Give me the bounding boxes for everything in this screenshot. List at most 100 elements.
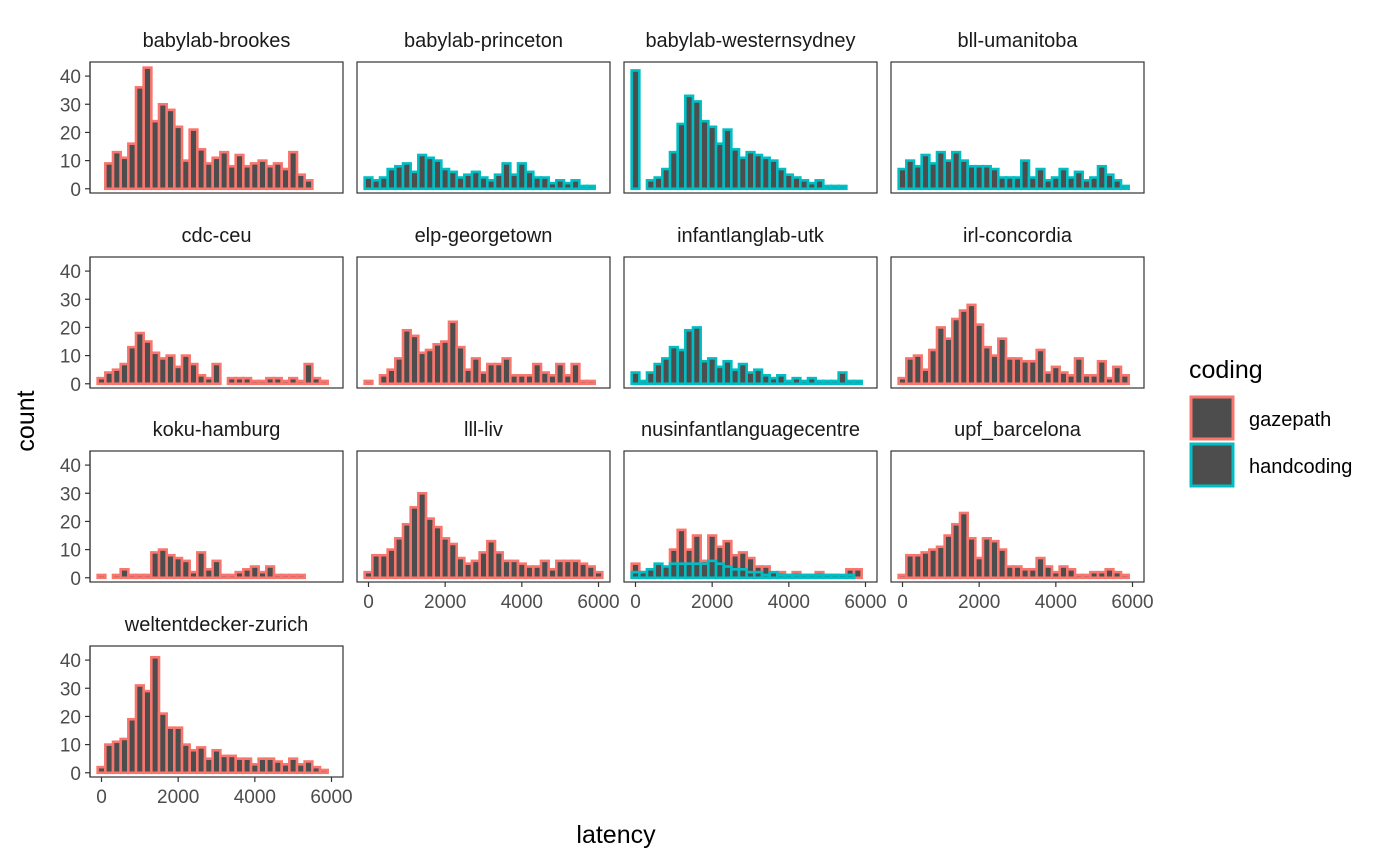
facet-panel: bll-umanitoba [890,30,1145,194]
histogram-bar [1020,159,1031,191]
histogram-bar [211,362,222,386]
x-tick-label: 0 [96,787,107,808]
histogram-bar [188,362,199,386]
histogram-bar [196,551,207,580]
y-axis-title: count [12,390,40,451]
y-tick-label: 0 [70,375,81,396]
legend: coding gazepath handcoding [1189,356,1352,488]
x-tick-label: 4000 [501,592,543,613]
y-tick-label: 0 [70,180,81,201]
x-tick-label: 4000 [768,592,810,613]
y-tick-label: 30 [60,484,81,505]
y-tick-label: 0 [70,569,81,590]
histogram-bar [1119,184,1130,191]
y-tick-label: 20 [60,123,81,144]
legend-title: coding [1189,356,1263,384]
histogram-bar [470,357,481,386]
histogram-bar [691,326,702,386]
histogram-bar [295,573,306,580]
histogram-bar [1066,568,1077,580]
panel-border [356,256,611,389]
histogram-bar [501,357,512,386]
facet-strip-label: babylab-brookes [143,30,291,52]
panel-border [356,61,611,194]
y-tick-label: 10 [60,347,81,368]
panel-border [623,256,878,389]
y-tick-label: 40 [60,67,81,88]
facet-strip-label: babylab-princeton [404,30,563,52]
y-tick-label: 30 [60,95,81,116]
y-tick-label: 20 [60,707,81,728]
histogram-bar [1119,573,1130,580]
panel-border [890,61,1145,194]
histogram-bar [363,379,374,386]
x-axis-title: latency [576,821,656,849]
histogram-bar [852,379,863,386]
facet-panel: upf_barcelona 0 2000 4000 6000 [890,419,1154,613]
facet-panel: lll-liv 0 2000 4000 6000 [356,419,620,613]
legend-label-handcoding: handcoding [1249,456,1352,478]
x-tick-label: 2000 [424,592,466,613]
y-tick-label: 30 [60,679,81,700]
histogram-bar [265,565,276,580]
x-tick-label: 4000 [234,787,276,808]
x-tick-label: 6000 [1111,592,1153,613]
histogram-bar [585,184,596,191]
y-tick-label: 10 [60,541,81,562]
x-tick-label: 6000 [844,592,886,613]
histogram-bar [585,379,596,386]
y-tick-label: 10 [60,152,81,173]
panel-border [356,450,611,583]
y-tick-label: 30 [60,290,81,311]
facet-panel: babylab-princeton [356,30,611,194]
histogram-bar [570,362,581,386]
facet-panel: irl-concordia [890,225,1145,389]
histogram-bar [303,179,314,191]
histogram-bar [593,570,604,580]
facet-strip-label: weltentdecker-zurich [124,614,308,636]
facet-strip-label: upf_barcelona [954,419,1082,441]
facet-panel: koku-hamburg 0 10 20 30 40 [60,419,344,590]
facet-panel: nusinfantlanguagecentre 0 2000 4000 6000 [623,419,887,613]
histogram-bar [455,345,466,386]
y-tick-label: 40 [60,456,81,477]
histogram-bar [555,362,566,386]
histogram-bar [814,179,825,191]
x-tick-label: 6000 [577,592,619,613]
histogram-bar [1073,357,1084,386]
histogram-bar [1035,167,1046,191]
x-tick-label: 0 [897,592,908,613]
histogram-bar [570,179,581,191]
panel-border [623,450,878,583]
histogram-bar [173,125,184,191]
histogram-bar [776,374,787,386]
histogram-bar [96,573,107,580]
facet-strip-label: irl-concordia [963,225,1073,247]
facet-strip-label: cdc-ceu [181,225,251,247]
histogram-bar [288,150,299,191]
legend-key-gazepath [1189,395,1235,441]
x-tick-label: 0 [630,592,641,613]
facet-panel: elp-georgetown [356,225,611,389]
x-tick-label: 0 [363,592,374,613]
facet-panel: babylab-brookes 0 10 20 30 40 [60,30,344,201]
facet-strip-label: koku-hamburg [153,419,281,441]
facet-panel: babylab-westernsydney [623,30,878,194]
histogram-bar [303,362,314,386]
y-tick-label: 40 [60,651,81,672]
histogram-bar [180,559,191,580]
x-tick-label: 2000 [958,592,1000,613]
facet-strip-label: bll-umanitoba [957,30,1078,52]
panel-border [890,256,1145,389]
y-tick-label: 20 [60,512,81,533]
facet-panels: babylab-brookes 0 10 20 30 40 babylab-princeto… [60,30,1154,808]
y-tick-label: 20 [60,318,81,339]
histogram-bar [837,371,848,386]
histogram-bar [852,568,863,580]
histogram-bar [630,69,641,191]
histogram-bar [1096,359,1107,386]
panel-border [890,450,1145,583]
facet-panel: cdc-ceu 0 10 20 30 40 [60,225,344,396]
panel-border [623,61,878,194]
